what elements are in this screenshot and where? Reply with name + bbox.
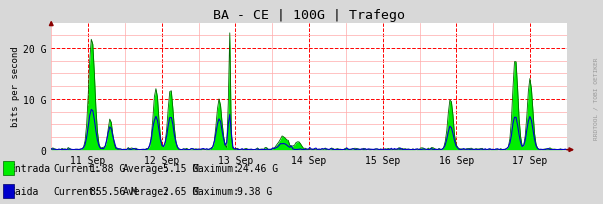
Text: Average:: Average:	[122, 186, 169, 196]
Text: RRDTOOL / TOBI OETIKER: RRDTOOL / TOBI OETIKER	[594, 57, 599, 139]
Text: Maximum:: Maximum:	[193, 186, 240, 196]
Y-axis label: bits per second: bits per second	[11, 47, 20, 127]
Text: Entrada: Entrada	[9, 163, 50, 173]
Text: Current:: Current:	[53, 163, 100, 173]
Text: 5.15 G: 5.15 G	[163, 163, 198, 173]
Text: 2.65 G: 2.65 G	[163, 186, 198, 196]
Title: BA - CE | 100G | Trafego: BA - CE | 100G | Trafego	[213, 9, 405, 22]
Text: Maximum:: Maximum:	[193, 163, 240, 173]
Text: Average:: Average:	[122, 163, 169, 173]
Text: Saida: Saida	[9, 186, 39, 196]
Text: 9.38 G: 9.38 G	[237, 186, 272, 196]
Text: Current:: Current:	[53, 186, 100, 196]
Text: 1.88 G: 1.88 G	[90, 163, 125, 173]
Text: 24.46 G: 24.46 G	[237, 163, 278, 173]
Text: 855.56 M: 855.56 M	[90, 186, 137, 196]
